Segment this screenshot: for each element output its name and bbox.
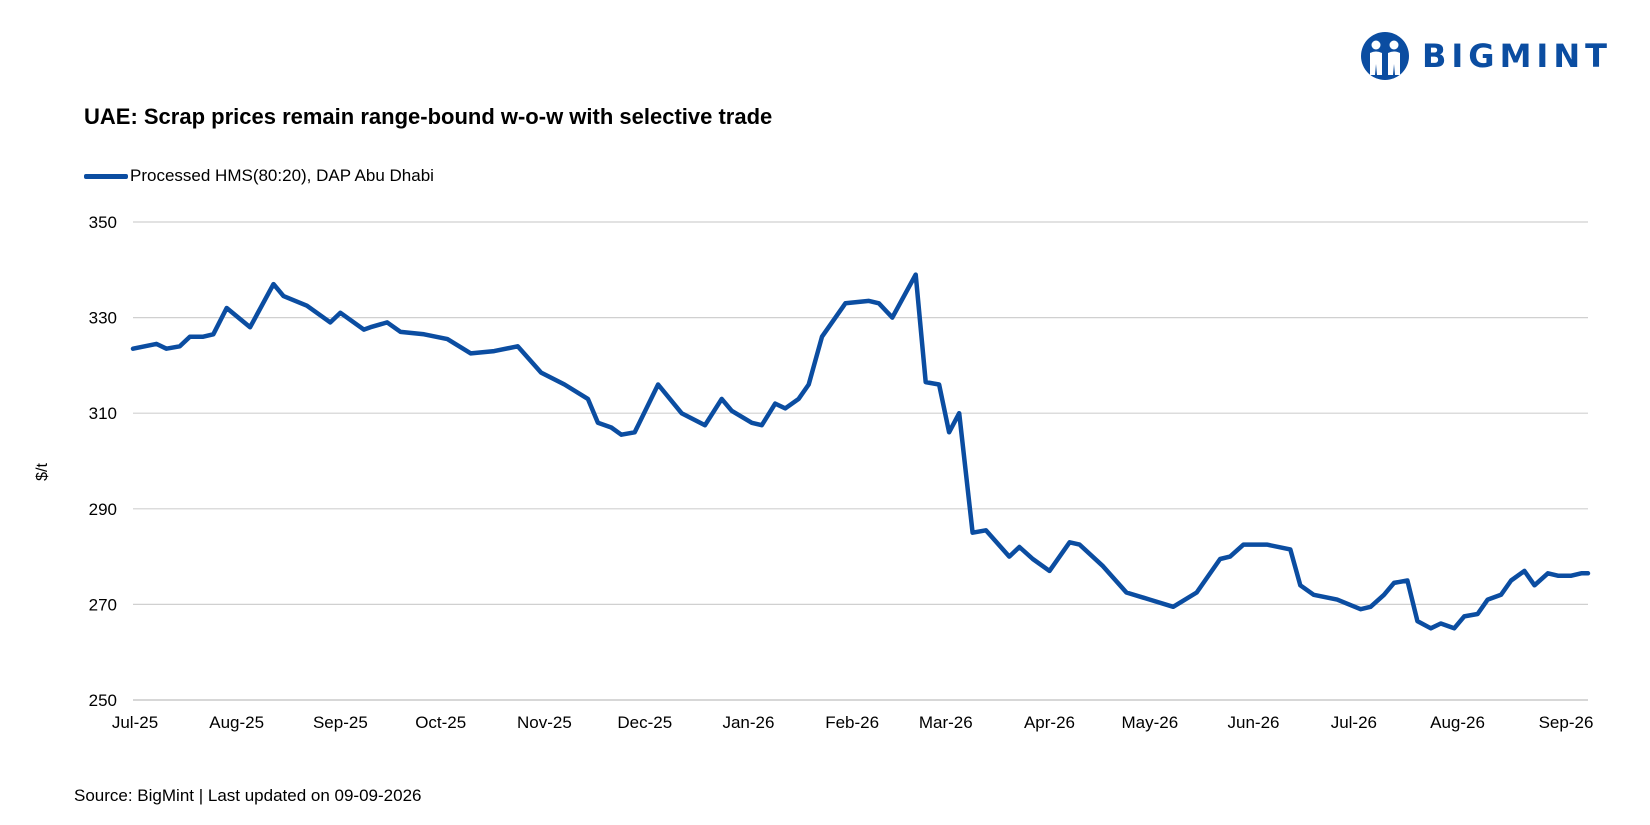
- x-tick-label: Apr-26: [1024, 713, 1075, 732]
- x-tick-label: Feb-26: [825, 713, 879, 732]
- legend-label: Processed HMS(80:20), DAP Abu Dhabi: [130, 166, 434, 185]
- x-tick-label: Mar-26: [919, 713, 973, 732]
- bigmint-logo: BIGMINT: [1360, 30, 1620, 82]
- bigmint-logo-icon: [1361, 32, 1409, 80]
- x-tick-label: Sep-26: [1539, 713, 1594, 732]
- source-note: Source: BigMint | Last updated on 09-09-…: [74, 786, 422, 805]
- chart-legend: Processed HMS(80:20), DAP Abu Dhabi: [84, 166, 434, 186]
- bigmint-logo-text: BIGMINT: [1422, 37, 1612, 75]
- y-tick-label: 270: [89, 595, 117, 614]
- chart-title: UAE: Scrap prices remain range-bound w-o…: [84, 104, 773, 129]
- x-tick-label: Jul-25: [112, 713, 158, 732]
- x-tick-label: Nov-25: [517, 713, 572, 732]
- x-tick-label: Jun-26: [1228, 713, 1280, 732]
- y-tick-label: 330: [89, 309, 117, 328]
- x-tick-label: Sep-25: [313, 713, 368, 732]
- x-tick-label: Jan-26: [722, 713, 774, 732]
- y-tick-label: 350: [89, 213, 117, 232]
- x-tick-label: Dec-25: [617, 713, 672, 732]
- line-chart: 250 270 290 310 330 350 Jul-25 Aug-25 Sep-25 Oct-…: [89, 213, 1594, 732]
- x-tick-label: Aug-26: [1430, 713, 1485, 732]
- legend-swatch: [84, 173, 128, 179]
- y-tick-label: 250: [89, 691, 117, 710]
- series-line-0: [130, 272, 1591, 631]
- x-tick-label: May-26: [1121, 713, 1178, 732]
- y-tick-label: 290: [89, 500, 117, 519]
- y-tick-label: 310: [89, 404, 117, 423]
- x-tick-label: Aug-25: [209, 713, 264, 732]
- x-tick-label: Jul-26: [1331, 713, 1377, 732]
- x-tick-label: Oct-25: [415, 713, 466, 732]
